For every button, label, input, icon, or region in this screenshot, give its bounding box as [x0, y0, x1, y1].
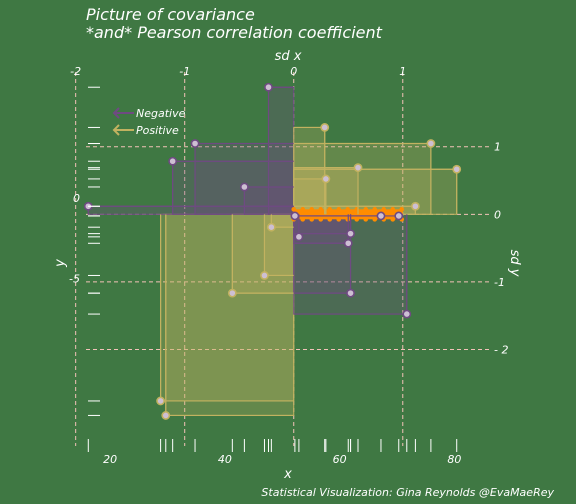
data-point: [353, 163, 363, 173]
data-point: [168, 156, 178, 166]
mean-bar-bump: [381, 207, 387, 212]
mean-bar-bump: [363, 207, 369, 212]
data-point: [321, 174, 331, 184]
data-point: [394, 211, 404, 221]
chart-subtitle: *and* Pearson correlation coefficient: [86, 23, 383, 42]
legend-positive-label: Positive: [136, 124, 179, 137]
legend-negative-arrowhead: [112, 107, 120, 119]
mean-bar-bump: [327, 217, 333, 222]
data-point: [452, 164, 462, 174]
negative-covariance-rect: [293, 213, 352, 294]
x-axis-label: x: [283, 467, 292, 482]
data-point: [410, 201, 420, 211]
positive-covariance-rect: [160, 213, 295, 402]
caption: Statistical Visualization: Gina Reynolds…: [261, 486, 554, 499]
mean-bar-bump: [390, 207, 396, 212]
data-point: [343, 238, 353, 248]
mean-bar-bump: [372, 217, 378, 222]
data-point: [294, 232, 304, 242]
mean-bar-bump: [363, 217, 369, 222]
sd-y-tick-label: 1: [494, 141, 501, 154]
tick-labels: 20 40 60 80 -5 0 -2 -1 0 1 - 2 -1 0 1: [69, 65, 508, 466]
mean-bar-bump: [327, 207, 333, 212]
data-points: [83, 82, 462, 420]
arrow-segments: [87, 86, 458, 417]
sd-x-tick-label: 1: [399, 65, 406, 78]
data-point: [402, 309, 412, 319]
legend-positive-arrowhead: [112, 124, 120, 136]
mean-bar-bump: [372, 207, 378, 212]
data-point: [266, 222, 276, 232]
data-point: [161, 411, 171, 420]
data-point: [290, 211, 300, 221]
mean-bar-bump: [318, 207, 324, 212]
data-point: [227, 288, 237, 298]
mean-bar-bump: [309, 217, 315, 222]
mean-bar-bump: [291, 207, 297, 212]
x-tick-label: 20: [103, 453, 117, 466]
chart-title: Picture of covariance: [86, 5, 255, 24]
mean-bar-bump: [390, 217, 396, 222]
sd-x-tick-label: 0: [290, 65, 297, 78]
data-point: [190, 139, 200, 148]
legend-negative-label: Negative: [136, 107, 186, 120]
legend: Negative Positive: [112, 107, 186, 137]
sd-x-tick-label: -1: [179, 65, 190, 78]
x-tick-label: 80: [447, 453, 461, 466]
y-tick-label: -5: [69, 273, 80, 286]
data-point: [320, 123, 330, 132]
mean-bar-bump: [336, 217, 342, 222]
mean-bar-bump: [399, 207, 405, 212]
sd-y-tick-label: - 2: [494, 343, 508, 356]
data-point: [346, 288, 355, 298]
top-axis-label: sd x: [275, 49, 302, 64]
data-point: [156, 396, 166, 406]
data-point: [239, 182, 249, 192]
mean-bar-bump: [354, 217, 360, 222]
data-point: [346, 229, 355, 239]
rug-marks: [87, 86, 458, 452]
x-tick-label: 60: [333, 453, 347, 466]
mean-bar-bump: [300, 217, 306, 222]
negative-covariance-rect: [87, 205, 295, 215]
sd-y-tick-label: 0: [494, 208, 501, 221]
sd-x-tick-label: -2: [70, 65, 81, 78]
y-axis-label: y: [53, 259, 68, 268]
data-point: [264, 82, 273, 92]
mean-bar-bump: [318, 217, 324, 222]
sd-y-tick-label: -1: [494, 276, 505, 289]
data-point: [426, 139, 436, 148]
x-tick-label: 40: [218, 453, 232, 466]
mean-bar-bump: [309, 207, 315, 212]
mean-bar-bump: [300, 207, 306, 212]
y-tick-label: 0: [73, 192, 80, 205]
data-point: [376, 211, 386, 221]
right-axis-label: sd y: [507, 250, 522, 277]
data-point: [260, 271, 269, 280]
mean-bar-bump: [345, 207, 351, 212]
mean-bar-bump: [336, 207, 342, 212]
negative-covariance-rect: [267, 86, 295, 215]
